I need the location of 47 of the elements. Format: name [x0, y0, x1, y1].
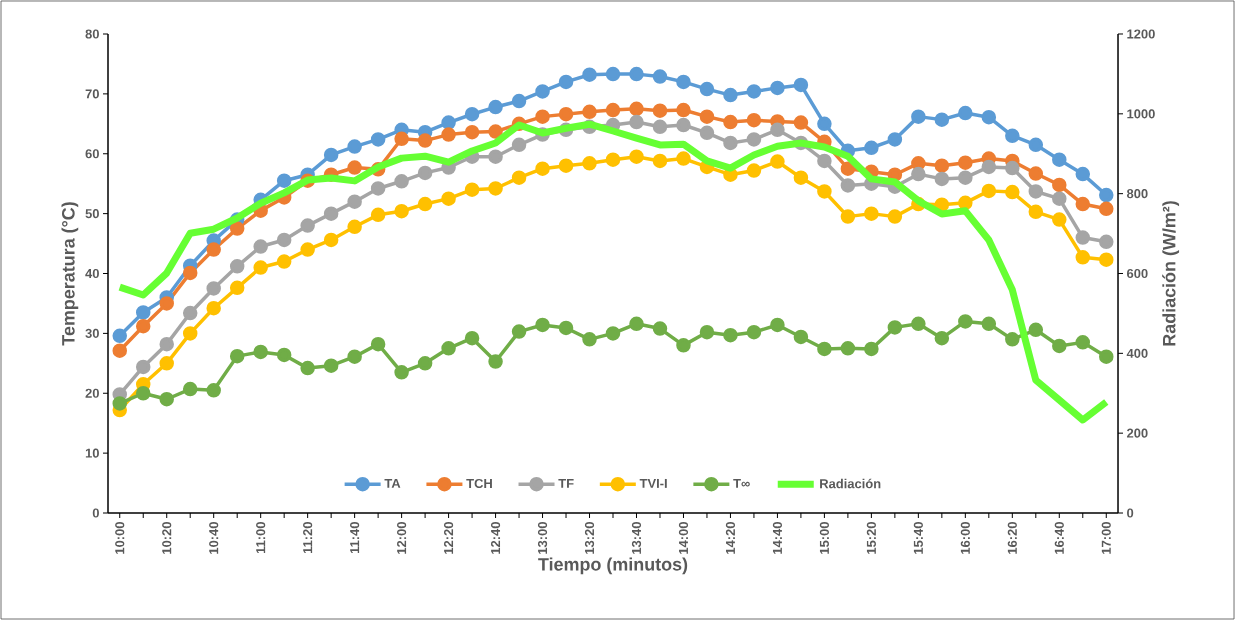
- x-tick-label: 11:20: [303, 522, 313, 554]
- x-tick-label: 15:00: [819, 522, 829, 554]
- y-tick-label: 40: [85, 268, 99, 279]
- x-tick-label: 12:20: [444, 522, 454, 554]
- y-axis-title: Temperatura (°C): [61, 202, 79, 346]
- x-tick-label: 10:20: [162, 522, 172, 554]
- x-tick-label: 13:00: [537, 522, 548, 554]
- legend-label: TVI-I: [639, 478, 667, 488]
- x-tick-label: 10:00: [115, 522, 125, 554]
- x-tick-label: 14:20: [725, 522, 736, 554]
- x-tick-label: 17:00: [1101, 522, 1111, 554]
- y-tick-label: 20: [85, 388, 99, 398]
- y-tick-label: 60: [85, 149, 99, 159]
- y2-tick-label: 0: [1127, 508, 1134, 518]
- x-tick-label: 11:00: [256, 522, 266, 554]
- y-tick-label: 0: [92, 508, 99, 518]
- x-tick-label: 14:40: [772, 522, 783, 554]
- y-tick-label: 70: [85, 89, 99, 99]
- y-tick-label: 80: [85, 29, 99, 39]
- x-tick-label: 15:20: [866, 522, 876, 554]
- y2-tick-label: 1000: [1127, 109, 1155, 119]
- x-tick-label: 15:40: [913, 522, 923, 554]
- y2-tick-label: 600: [1127, 268, 1148, 279]
- x-tick-label: 12:00: [397, 522, 407, 554]
- legend-label: T∞: [733, 478, 750, 488]
- y2-tick-label: 800: [1126, 189, 1148, 199]
- legend-label: Radiación: [820, 478, 881, 489]
- y2-tick-label: 1200: [1127, 29, 1155, 39]
- y-tick-label: 10: [85, 448, 99, 458]
- y2-tick-label: 200: [1126, 428, 1148, 438]
- x-tick-label: 13:20: [584, 522, 595, 554]
- x-tick-label: 14:00: [678, 522, 689, 554]
- y2-tick-label: 400: [1126, 348, 1148, 358]
- y-tick-label: 50: [85, 209, 99, 219]
- x-tick-label: 16:00: [960, 522, 970, 554]
- legend-label: TCH: [466, 478, 492, 489]
- legend-label: TA: [384, 478, 401, 488]
- x-axis-title: Tiempo (minutos): [538, 557, 688, 575]
- y-tick-label: 30: [85, 328, 99, 338]
- x-tick-label: 12:40: [490, 522, 501, 554]
- x-tick-label: 13:40: [631, 522, 642, 554]
- x-tick-label: 16:20: [1007, 522, 1017, 554]
- legend-label: TF: [558, 478, 574, 488]
- y2-axis-title: Radiación (W/m²): [1162, 201, 1180, 346]
- x-tick-label: 16:40: [1054, 522, 1064, 554]
- x-tick-label: 11:40: [350, 522, 360, 554]
- x-tick-label: 10:40: [209, 522, 219, 554]
